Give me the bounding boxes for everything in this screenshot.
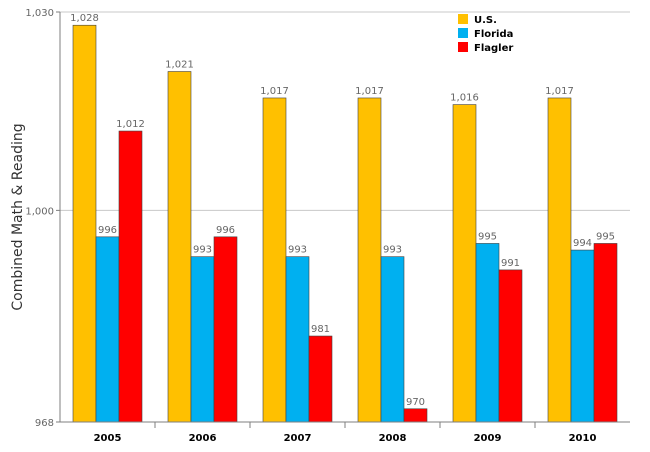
bar-us-2010 — [547, 97, 572, 423]
data-label: 993 — [383, 245, 402, 256]
bar-florida-2006 — [190, 256, 215, 423]
data-label: 1,017 — [260, 86, 289, 97]
bar-us-2007 — [262, 97, 287, 423]
legend-swatch-flagler — [458, 42, 468, 52]
data-label: 996 — [98, 225, 117, 236]
bar-flagler-2008 — [403, 408, 428, 423]
bar-florida-2005 — [95, 236, 120, 423]
data-label: 1,021 — [165, 60, 194, 71]
legend-swatch-florida — [458, 28, 468, 38]
bar-florida-2007 — [285, 256, 310, 423]
data-label: 993 — [288, 245, 307, 256]
data-label: 994 — [573, 238, 592, 249]
data-label: 996 — [216, 225, 235, 236]
bar-us-2009 — [452, 104, 477, 423]
x-tick-label: 2008 — [379, 433, 407, 444]
data-label: 991 — [501, 258, 520, 269]
bar-us-2008 — [357, 97, 382, 423]
legend-label: Florida — [474, 29, 513, 40]
bar-us-2005 — [72, 24, 97, 423]
legend-label: Flagler — [474, 43, 513, 54]
legend-label: U.S. — [474, 15, 497, 26]
bar-us-2006 — [167, 71, 192, 423]
data-label: 1,017 — [355, 86, 384, 97]
x-tick-label: 2009 — [474, 433, 502, 444]
data-label: 993 — [193, 245, 212, 256]
data-label: 995 — [478, 231, 497, 242]
y-tick-label: 1,030 — [25, 8, 54, 19]
bar-flagler-2007 — [308, 335, 333, 423]
bar-flagler-2005 — [118, 130, 143, 423]
y-axis-title: Combined Math & Reading — [10, 123, 26, 310]
legend-swatch-us — [458, 14, 468, 24]
bar-florida-2008 — [380, 256, 405, 423]
data-label: 1,028 — [70, 13, 99, 24]
y-tick-label: 968 — [35, 418, 54, 429]
bar-florida-2009 — [475, 243, 500, 423]
bar-florida-2010 — [570, 249, 595, 423]
data-label: 970 — [406, 397, 425, 408]
x-tick-label: 2005 — [94, 433, 122, 444]
bar-flagler-2009 — [498, 269, 523, 423]
bar-flagler-2010 — [593, 243, 618, 423]
y-tick-label: 1,000 — [25, 206, 54, 217]
data-label: 981 — [311, 324, 330, 335]
data-label: 1,017 — [545, 86, 574, 97]
x-tick-label: 2007 — [284, 433, 312, 444]
data-label: 995 — [596, 231, 615, 242]
x-tick-label: 2006 — [189, 433, 217, 444]
data-label: 1,012 — [116, 119, 145, 130]
x-tick-label: 2010 — [569, 433, 597, 444]
data-label: 1,016 — [450, 93, 479, 104]
bar-flagler-2006 — [213, 236, 238, 423]
